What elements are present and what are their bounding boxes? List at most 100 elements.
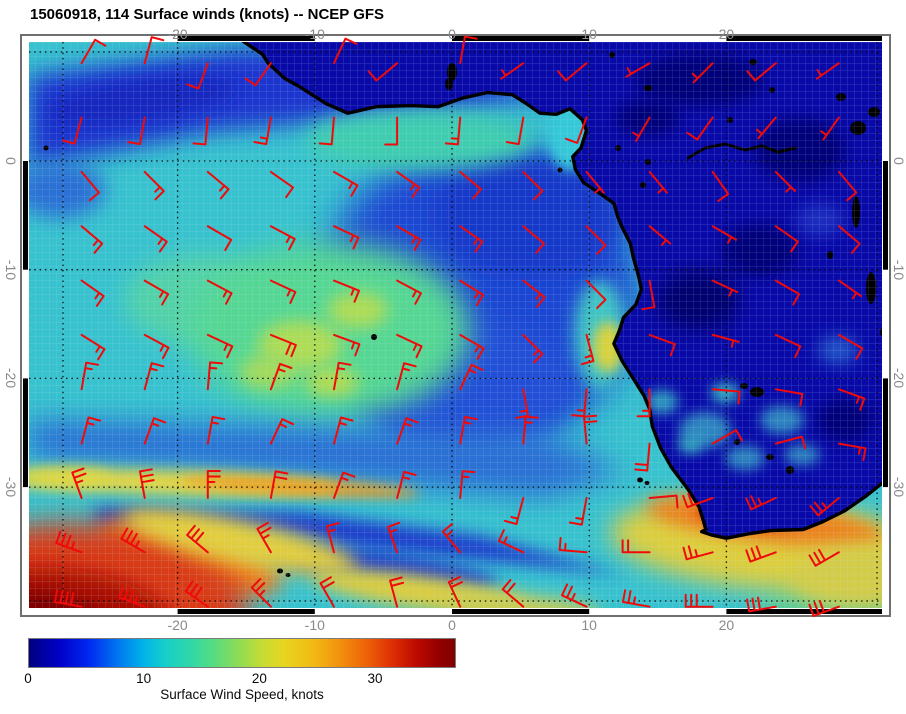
wind-barb — [815, 62, 840, 80]
wind-barb — [447, 576, 463, 608]
wind-barb — [186, 62, 209, 90]
wind-barb — [745, 545, 777, 563]
wind-barb — [396, 333, 423, 359]
wind-barb — [682, 545, 714, 561]
wind-barb — [269, 418, 295, 445]
border-tick-bar — [177, 609, 315, 614]
wind-barb — [269, 225, 296, 251]
wind-barb — [691, 62, 714, 84]
wind-barb — [648, 170, 668, 194]
wind-barb — [585, 279, 607, 310]
wind-barb — [459, 363, 484, 391]
y-axis-tick-label-left: 0 — [3, 157, 19, 165]
wind-barb — [143, 417, 167, 445]
wind-barb — [333, 361, 352, 391]
wind-barb — [837, 442, 867, 462]
x-axis-tick-label-top: 10 — [581, 26, 597, 42]
wind-barb — [755, 116, 777, 140]
wind-barb — [396, 225, 422, 252]
wind-barb — [80, 38, 107, 65]
y-axis-tick-label-left: -30 — [3, 476, 19, 498]
wind-barb — [568, 497, 588, 526]
y-axis-tick-label-right: -20 — [891, 368, 906, 389]
border-tick-bar — [726, 36, 882, 41]
wind-barb — [745, 495, 777, 511]
wind-barb — [206, 361, 224, 391]
border-tick-bar — [883, 378, 888, 488]
wind-barb — [808, 548, 840, 567]
wind-barb — [333, 37, 358, 65]
wind-barb — [583, 414, 598, 445]
wind-barb — [522, 279, 546, 308]
y-axis-tick-label-right: -30 — [891, 476, 906, 498]
wind-barb — [621, 539, 651, 554]
wind-barb — [333, 471, 356, 499]
wind-barb — [632, 116, 651, 142]
wind-barb — [80, 361, 100, 391]
wind-barb — [396, 279, 422, 305]
x-axis-tick-label-top: 0 — [448, 26, 456, 42]
wind-barb — [118, 585, 146, 608]
wind-barb — [459, 333, 485, 360]
wind-barb — [711, 279, 739, 297]
border-tick-bar — [726, 609, 882, 614]
wind-barb — [333, 170, 359, 197]
wind-barb — [71, 467, 87, 499]
wind-barb — [206, 225, 233, 252]
colorbar-tick-label: 30 — [367, 671, 383, 686]
wind-barb — [564, 116, 588, 144]
grid-mesh-texture — [29, 42, 882, 608]
wind-barb — [774, 435, 806, 450]
wind-barb — [367, 62, 399, 82]
wind-barb — [711, 225, 738, 244]
coastline-path — [241, 42, 882, 540]
wind-barb — [319, 576, 335, 608]
wind-barb — [634, 442, 651, 472]
wind-barb — [837, 333, 864, 360]
wind-barb — [127, 116, 146, 146]
wind-barb — [505, 116, 525, 146]
colorbar-caption: Surface Wind Speed, knots — [160, 687, 324, 702]
wind-barb — [386, 521, 401, 554]
wind-barbs — [54, 35, 867, 617]
wind-barb — [333, 416, 354, 445]
wind-barb — [396, 470, 417, 499]
border-tick-bar — [883, 161, 888, 270]
wind-barb — [143, 36, 165, 65]
wind-barb — [774, 388, 804, 407]
wind-barb — [80, 170, 100, 202]
wind-barb — [54, 589, 83, 608]
border-tick-bar — [23, 161, 28, 270]
y-axis-tick-label-right: 0 — [891, 157, 906, 165]
wind-barb — [206, 416, 226, 445]
wind-barb — [711, 170, 730, 202]
wind-barb — [206, 470, 221, 499]
wind-barb — [837, 388, 866, 411]
wind-barb — [837, 170, 858, 202]
wind-barb — [561, 583, 588, 608]
wind-barb — [269, 470, 289, 499]
wind-barb — [396, 362, 417, 391]
x-axis-tick-label-top: -10 — [304, 26, 325, 42]
wind-barb — [444, 116, 462, 146]
wind-barb — [269, 279, 297, 304]
wind-barb — [206, 170, 230, 200]
wind-barb — [326, 522, 340, 554]
wind-barb — [143, 279, 170, 306]
wind-barb — [206, 279, 233, 305]
wind-barb — [686, 116, 714, 141]
x-axis-tick-label-bottom: -10 — [304, 617, 325, 633]
wind-barb — [522, 415, 539, 445]
wind-barb — [622, 589, 651, 608]
wind-barb — [80, 225, 104, 254]
wind-field — [29, 42, 882, 608]
border-tick-bar — [452, 36, 590, 41]
wind-barb — [459, 225, 484, 253]
wind-barb — [143, 170, 165, 201]
x-axis-tick-label-bottom: 0 — [448, 617, 456, 633]
wind-barb — [746, 596, 777, 613]
wind-barb — [522, 225, 545, 254]
wind-barb — [522, 333, 544, 364]
wind-barb — [648, 333, 676, 357]
border-tick-bars — [23, 36, 888, 614]
